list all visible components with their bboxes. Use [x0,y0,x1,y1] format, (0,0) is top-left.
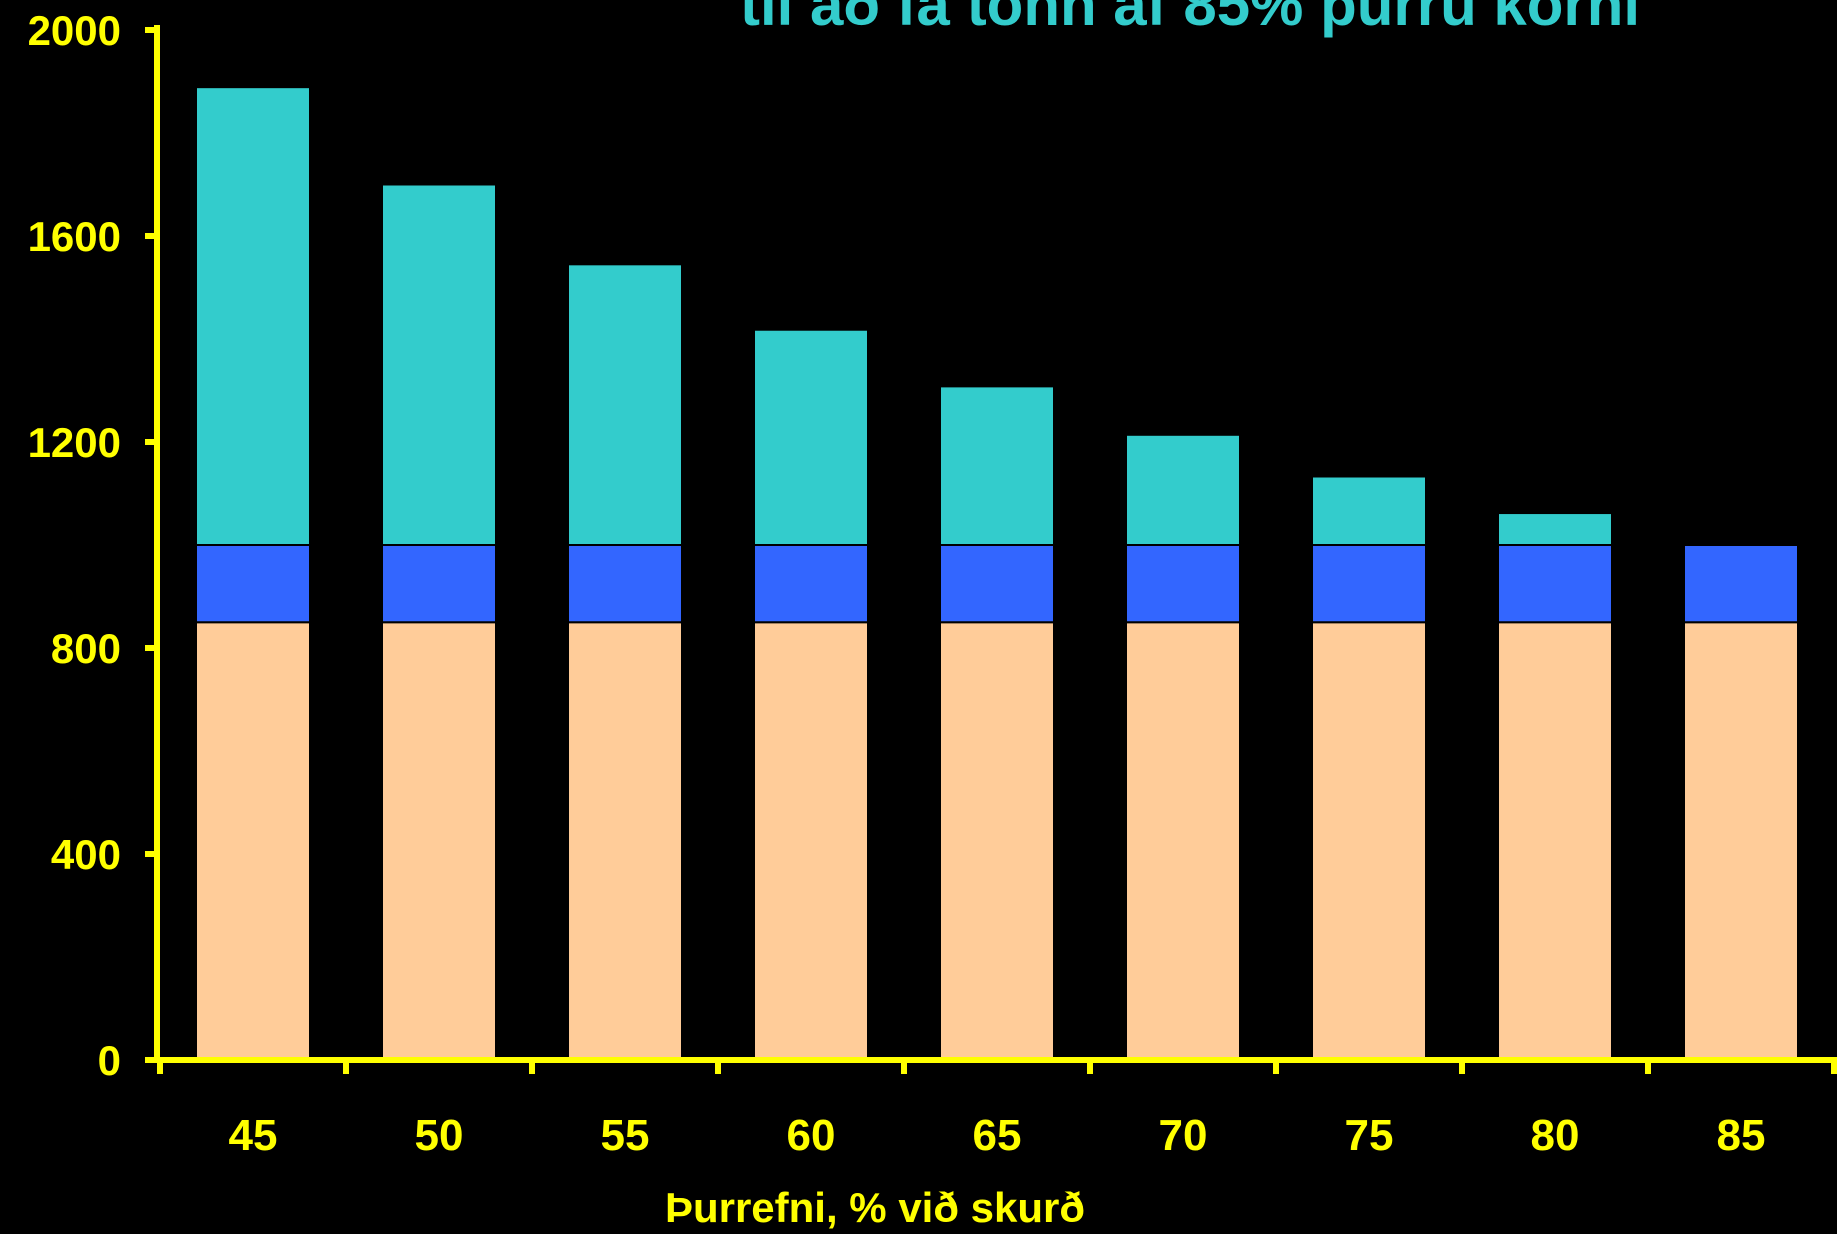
bar-segment-70-series-1 [1125,621,1241,1061]
bar-segment-75-series-3 [1311,475,1427,547]
y-tick-label-1200: 1200 [28,419,121,466]
x-tick-label-65: 65 [973,1111,1022,1160]
bar-segment-45-series-1 [195,621,311,1061]
x-axis-title: Þurrefni, % við skurð [665,1184,1085,1229]
bar-segment-85-series-1 [1683,621,1799,1061]
bar-segment-55-series-3 [567,263,683,546]
bar-segment-85-series-2 [1683,544,1799,624]
bar-segment-70-series-3 [1125,433,1241,547]
x-tick-label-45: 45 [229,1111,278,1160]
x-tick-label-80: 80 [1531,1111,1580,1160]
bar-segment-75-series-2 [1311,544,1427,624]
bar-segment-70-series-2 [1125,544,1241,624]
bar-segment-75-series-1 [1311,621,1427,1061]
bar-segment-80-series-3 [1497,512,1613,547]
bar-segment-65-series-3 [939,385,1055,546]
bar-segment-65-series-1 [939,621,1055,1061]
bar-segment-50-series-2 [381,544,497,624]
bar-segment-60-series-3 [753,328,869,547]
y-tick-label-0: 0 [98,1037,121,1084]
bar-segment-60-series-1 [753,621,869,1061]
bar-segment-50-series-3 [381,183,497,546]
bar-segment-65-series-2 [939,544,1055,624]
bar-segment-80-series-2 [1497,544,1613,624]
bar-segment-45-series-2 [195,544,311,624]
y-tick-label-1600: 1600 [28,213,121,260]
bar-segment-45-series-3 [195,86,311,546]
bar-segment-50-series-1 [381,621,497,1061]
x-tick-label-60: 60 [787,1111,836,1160]
y-tick-label-2000: 2000 [28,7,121,54]
x-tick-label-55: 55 [601,1111,650,1160]
bar-segment-80-series-1 [1497,621,1613,1061]
bar-segment-55-series-1 [567,621,683,1061]
x-tick-label-70: 70 [1159,1111,1208,1160]
x-tick-label-85: 85 [1717,1111,1766,1160]
bar-segment-55-series-2 [567,544,683,624]
x-tick-label-75: 75 [1345,1111,1394,1160]
chart-title: til að fá tonn af 85% þurru korni [740,0,1641,38]
y-tick-label-400: 400 [51,831,121,878]
x-tick-label-50: 50 [415,1111,464,1160]
y-tick-label-800: 800 [51,625,121,672]
bar-segment-60-series-2 [753,544,869,624]
